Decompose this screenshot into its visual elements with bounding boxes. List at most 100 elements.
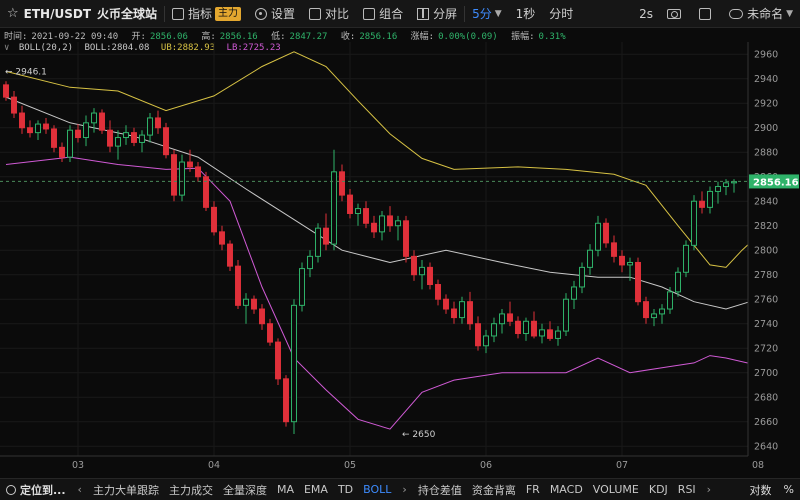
combo-icon bbox=[363, 7, 376, 20]
symbol-selector[interactable]: ☆ ETH/USDT 火币全球站 bbox=[0, 0, 164, 28]
indicator-item[interactable]: 主力成交 bbox=[168, 483, 213, 497]
extreme-price-annotation: ← 2650 bbox=[402, 430, 436, 440]
indicator-item-active[interactable]: BOLL bbox=[363, 483, 392, 496]
layout-name-button[interactable]: 未命名 ▼ bbox=[722, 0, 800, 28]
candle bbox=[171, 149, 177, 202]
candle bbox=[163, 122, 169, 159]
chevron-left-icon[interactable]: ‹ bbox=[77, 483, 82, 496]
candle-body bbox=[75, 129, 81, 139]
candle-body bbox=[707, 190, 713, 208]
indicator-item[interactable]: RSI bbox=[677, 483, 696, 496]
indicator-item[interactable]: 全量深度 bbox=[222, 483, 267, 497]
low-info: 低: 2847.27 bbox=[271, 32, 331, 42]
split-button[interactable]: 分屏 bbox=[410, 0, 464, 28]
candle bbox=[627, 257, 633, 281]
y-tick-label: 2900 bbox=[754, 123, 778, 134]
chart-annotations: 2856.16 ← 2946.1 ← 2650 bbox=[0, 67, 799, 440]
candle-body bbox=[19, 112, 25, 129]
candle-body bbox=[547, 329, 553, 339]
combo-button[interactable]: 组合 bbox=[356, 0, 410, 28]
candle-body bbox=[555, 330, 561, 339]
candlestick-chart[interactable]: 2640 2660 2680 2700 2720 2740 2760 2780 2800 2820… bbox=[0, 42, 800, 478]
log-scale-toggle[interactable]: 对数 bbox=[749, 483, 772, 497]
screenshot-button[interactable] bbox=[660, 0, 692, 28]
candle bbox=[115, 130, 121, 160]
indicator-item[interactable]: 持仓差值 bbox=[417, 483, 462, 497]
boll-lb-value: 2725.23 bbox=[242, 43, 281, 53]
amp-label: 振幅: bbox=[511, 32, 535, 42]
y-tick-label: 2840 bbox=[754, 197, 778, 208]
candle-body bbox=[611, 242, 617, 257]
interval-1s-label: 1秒 bbox=[515, 7, 536, 21]
indicator-item[interactable]: EMA bbox=[303, 483, 328, 496]
candle-body bbox=[435, 284, 441, 300]
candle bbox=[435, 279, 441, 306]
y-tick-label: 2920 bbox=[754, 99, 778, 110]
candle bbox=[379, 211, 385, 241]
indicator-item[interactable]: MA bbox=[276, 483, 294, 496]
candle-body bbox=[579, 266, 585, 288]
current-price-tag bbox=[749, 174, 799, 189]
indicator-item[interactable]: MACD bbox=[549, 483, 583, 496]
indicator-item[interactable]: 资金背离 bbox=[471, 483, 516, 497]
candle bbox=[427, 262, 433, 290]
compare-label: 对比 bbox=[325, 7, 350, 21]
candle-body bbox=[107, 129, 113, 147]
indicator-item[interactable]: KDJ bbox=[648, 483, 668, 496]
candle-body bbox=[147, 117, 153, 136]
interval-selector[interactable]: 5分 ▼ bbox=[465, 0, 509, 28]
locate-button[interactable]: 定位到... bbox=[0, 482, 72, 498]
candle-body bbox=[243, 298, 249, 306]
indicator-button[interactable]: 指标 主力 bbox=[165, 0, 248, 28]
candle-body bbox=[323, 227, 329, 245]
indicator-item[interactable]: VOLUME bbox=[592, 483, 639, 496]
indicator-item[interactable]: TD bbox=[337, 483, 354, 496]
candle-body bbox=[227, 243, 233, 267]
refresh-label: 2s bbox=[639, 6, 654, 21]
time-label: 时间: bbox=[4, 32, 28, 42]
chevron-right-icon[interactable]: › bbox=[402, 483, 407, 496]
boll-legend: ∨ BOLL(20,2) BOLL:2804.08 UB:2882.93 LB:… bbox=[0, 43, 750, 57]
candle bbox=[323, 213, 329, 251]
candle-body bbox=[195, 166, 201, 178]
x-tick-label: 03 bbox=[72, 460, 84, 471]
open-label: 开: bbox=[131, 32, 146, 42]
refresh-rate[interactable]: 2s bbox=[632, 0, 660, 28]
candle bbox=[299, 262, 305, 312]
settings-button[interactable]: 设置 bbox=[248, 0, 302, 28]
collapse-chevron-icon[interactable]: ∨ bbox=[4, 43, 10, 53]
candle-body bbox=[563, 298, 569, 332]
boll-name[interactable]: BOLL(20,2) bbox=[18, 43, 74, 53]
layout-name: 未命名 bbox=[747, 7, 784, 21]
candle bbox=[91, 108, 97, 133]
candle-body bbox=[627, 261, 633, 266]
fullscreen-button[interactable] bbox=[692, 0, 722, 28]
exchange-name: 火币全球站 bbox=[97, 7, 158, 21]
timeshare-button[interactable]: 分时 bbox=[542, 0, 580, 28]
candle bbox=[395, 215, 401, 241]
candle bbox=[315, 223, 321, 263]
y-tick-label: 2940 bbox=[754, 74, 778, 85]
percent-scale-toggle[interactable]: % bbox=[783, 483, 794, 496]
candle-body bbox=[307, 255, 313, 270]
chevron-down-icon: ▼ bbox=[786, 8, 793, 19]
candle-body bbox=[67, 129, 73, 158]
indicator-item[interactable]: 主力大单跟踪 bbox=[92, 483, 159, 497]
chevron-right-icon[interactable]: › bbox=[706, 483, 712, 496]
candle-body bbox=[715, 186, 721, 192]
compare-button[interactable]: 对比 bbox=[302, 0, 356, 28]
star-icon[interactable]: ☆ bbox=[7, 6, 19, 21]
interval-1s-button[interactable]: 1秒 bbox=[509, 0, 543, 28]
chart-grid bbox=[0, 42, 759, 456]
candle bbox=[699, 191, 705, 214]
indicator-item[interactable]: FR bbox=[525, 483, 540, 496]
candle-body bbox=[11, 96, 17, 114]
interval-active: 5分 bbox=[472, 7, 492, 21]
candle bbox=[227, 240, 233, 272]
candle-body bbox=[571, 286, 577, 300]
candle-body bbox=[651, 313, 657, 319]
candle-body bbox=[595, 222, 601, 251]
close-value: 2856.16 bbox=[359, 32, 398, 42]
change-label: 涨幅: bbox=[410, 32, 435, 42]
candle bbox=[259, 304, 265, 330]
